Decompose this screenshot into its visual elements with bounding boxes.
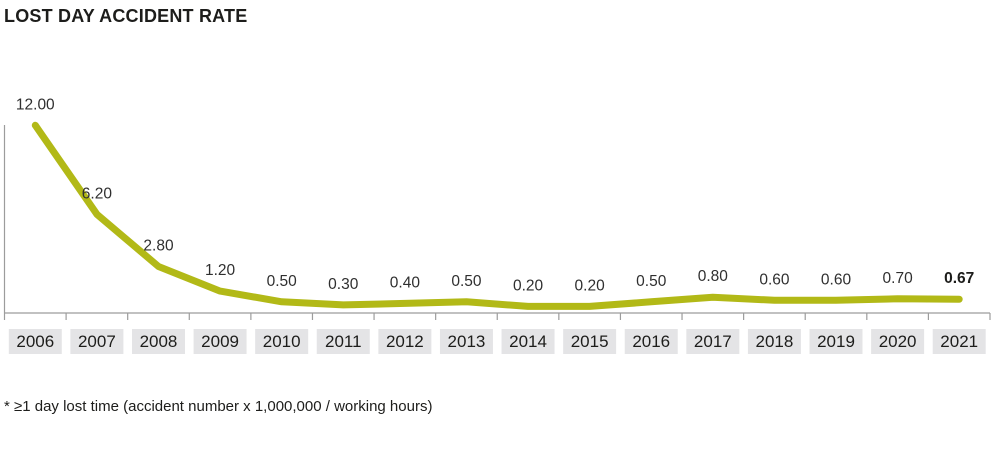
year-label-box: [624, 329, 678, 354]
year-label-box: [439, 329, 493, 354]
year-label: 2019: [817, 332, 855, 351]
value-label: 0.60: [821, 271, 852, 288]
value-label: 0.20: [575, 277, 606, 294]
value-label: 0.30: [328, 276, 359, 293]
year-label-box: [255, 329, 309, 354]
year-label: 2011: [325, 332, 362, 351]
year-label: 2014: [509, 332, 547, 351]
year-label-box: [686, 329, 740, 354]
chart-footnote: * ≥1 day lost time (accident number x 1,…: [4, 398, 433, 415]
year-label-box: [932, 329, 986, 354]
value-label: 0.50: [451, 273, 482, 290]
year-label-box: [809, 329, 863, 354]
year-label-box: [8, 329, 62, 354]
year-label: 2018: [756, 332, 794, 351]
value-label: 0.70: [883, 270, 914, 287]
year-label-box: [70, 329, 124, 354]
year-label-box: [316, 329, 370, 354]
value-label: 12.00: [16, 96, 55, 113]
value-label: 0.50: [636, 273, 667, 290]
year-label-box: [131, 329, 185, 354]
value-label: 0.60: [759, 271, 790, 288]
year-label: 2009: [201, 332, 239, 351]
year-label: 2013: [448, 332, 486, 351]
year-label-box: [501, 329, 555, 354]
line-chart: 12.00 6.20 2.80 1.20 0.50 0.30 0.40 0.50 0.20 0.2…: [3, 96, 991, 354]
year-label-box: [563, 329, 617, 354]
value-label: 1.20: [205, 262, 236, 279]
value-label: 0.40: [390, 274, 421, 291]
year-label: 2017: [694, 332, 732, 351]
year-label: 2015: [571, 332, 609, 351]
value-label: 6.20: [82, 185, 113, 202]
accident-rate-line: [31, 121, 963, 310]
value-label: 0.50: [267, 273, 298, 290]
year-label: 2012: [386, 332, 424, 351]
value-label: 0.67: [944, 270, 974, 287]
year-label-box: [193, 329, 247, 354]
year-label-box: [378, 329, 432, 354]
year-label: 2008: [140, 332, 178, 351]
value-label: 0.80: [698, 268, 729, 285]
year-label-box: [747, 329, 801, 354]
year-label: 2007: [78, 332, 116, 351]
year-label-box: [871, 329, 925, 354]
value-label: 2.80: [143, 238, 174, 255]
year-label: 2020: [879, 332, 917, 351]
year-label: 2016: [632, 332, 670, 351]
page-title: LOST DAY ACCIDENT RATE: [4, 6, 248, 26]
year-label: 2010: [263, 332, 301, 351]
value-label: 0.20: [513, 277, 544, 294]
year-label: 2021: [940, 332, 978, 351]
year-label: 2006: [16, 332, 54, 351]
